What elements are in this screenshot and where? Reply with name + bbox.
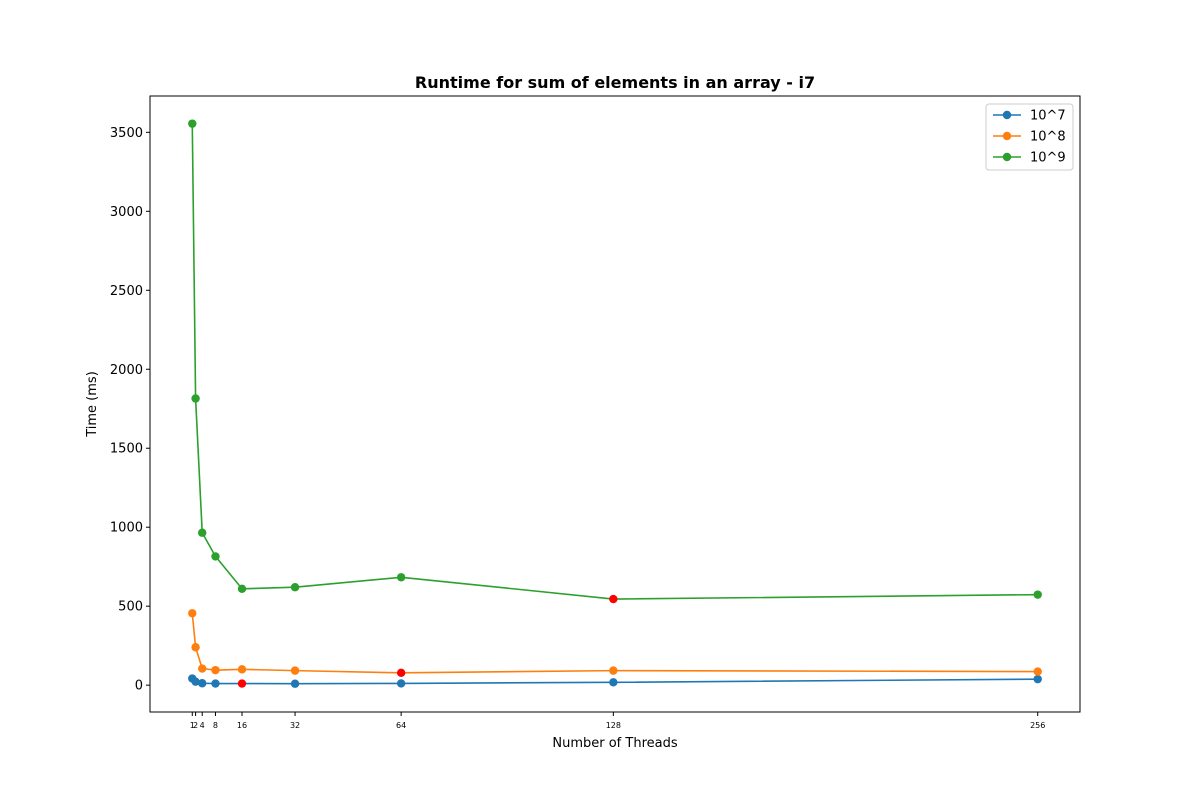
data-point [396,679,406,688]
y-tick-label: 3000 [110,205,143,220]
legend-marker [1002,131,1012,141]
legend-label: 10^8 [1030,130,1066,145]
data-point [211,679,220,688]
y-tick-label: 0 [135,679,143,694]
y-tick-label: 2500 [110,284,143,299]
data-point [211,665,220,675]
y-axis-label: Time (ms) [85,371,100,438]
chart-title: Runtime for sum of elements in an array … [415,73,815,92]
data-point [237,584,247,593]
y-tick-label: 500 [118,600,143,615]
data-point [198,664,207,673]
y-tick-label: 3500 [110,126,143,141]
legend: 10^7 10^8 10^9 [985,103,1074,171]
data-point [1033,674,1042,684]
data-point [191,643,200,652]
x-axis-label: Number of Threads [552,736,677,751]
data-point [609,678,618,687]
plot-frame [149,95,1081,713]
data-point [198,528,207,537]
data-point [396,573,406,582]
x-tick-label: 32 [290,721,300,730]
legend-marker [1002,152,1012,162]
data-point [191,394,200,403]
highlight-point [396,668,406,678]
x-axis: 12 4 8 16 32 64 128 256 [190,712,1045,730]
data-point [290,679,300,688]
x-tick-label: 8 [213,721,218,730]
data-point [1033,590,1042,599]
legend-label: 10^7 [1030,109,1066,124]
data-point [290,666,300,675]
data-point [609,666,618,675]
x-tick-label: 2 [193,721,198,730]
y-tick-label: 1500 [110,442,143,457]
x-tick-label: 4 [200,721,205,730]
data-point [188,609,197,618]
data-point [290,583,300,592]
data-point [211,552,220,561]
highlight-point [237,679,247,688]
data-point [237,665,247,674]
legend-label: 10^9 [1030,151,1066,166]
plot-area [188,119,1042,688]
x-tick-label: 256 [1030,721,1045,730]
y-axis: 0 500 1000 1500 2000 2500 3000 3500 [110,126,150,694]
y-tick-label: 1000 [110,521,143,536]
data-point [191,677,200,686]
highlight-point [609,594,618,604]
x-tick-label: 128 [606,721,621,730]
y-tick-label: 2000 [110,363,143,378]
data-point [1033,667,1042,676]
data-point [198,679,207,688]
x-tick-label: 1 [190,721,195,730]
data-point [188,119,197,128]
x-tick-label: 16 [237,721,247,730]
legend-marker [1002,110,1012,120]
x-tick-label: 64 [396,721,406,730]
